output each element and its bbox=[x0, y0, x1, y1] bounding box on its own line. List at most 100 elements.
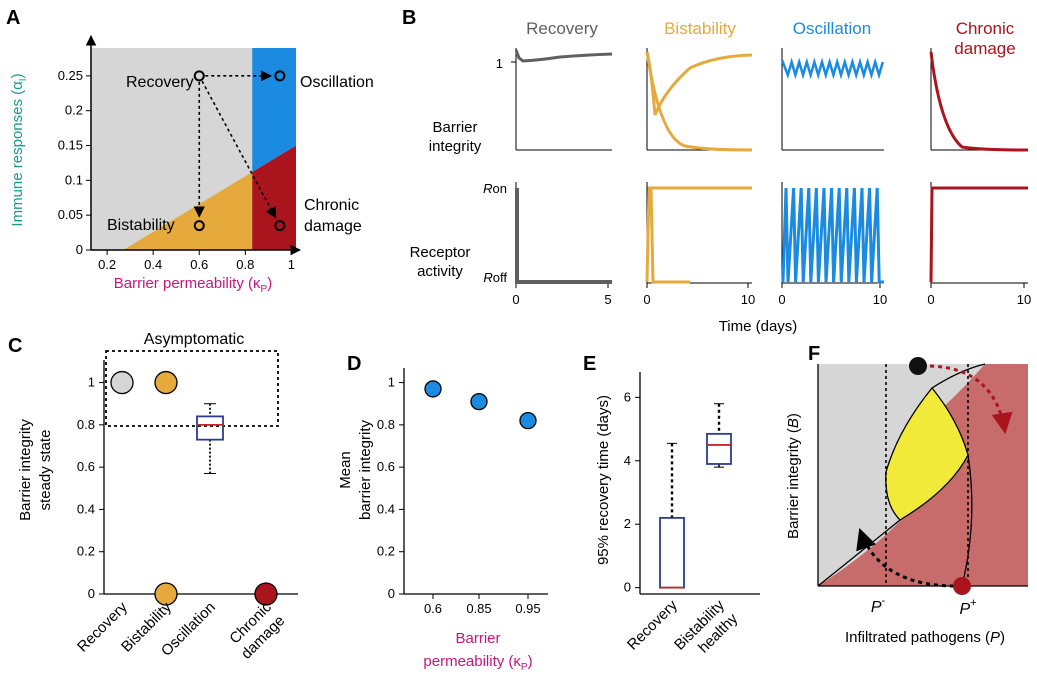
arrow-to-chronic bbox=[201, 80, 277, 219]
d-points bbox=[424, 380, 537, 430]
transition-arrows bbox=[193, 70, 277, 219]
b-ytick-ron-sub: on bbox=[493, 181, 507, 196]
f-x-label-end: ) bbox=[1000, 629, 1005, 646]
b-ytick-roff: Roff bbox=[483, 270, 507, 285]
p-minus-sup: - bbox=[882, 595, 886, 607]
c-y-label-line1: Barrier integrity bbox=[17, 419, 34, 521]
f-trajectory-red bbox=[929, 364, 1013, 435]
d-xtick-label: 0.95 bbox=[515, 601, 540, 616]
c-ytick-label: 0.6 bbox=[77, 459, 95, 474]
panel-letter-c: C bbox=[8, 335, 22, 357]
d-x-label-main: permeability (κ bbox=[423, 653, 521, 670]
d-y-label-line2: barrier integrity bbox=[357, 419, 374, 520]
d-ytick-label: 0.8 bbox=[377, 417, 395, 432]
c-point bbox=[154, 582, 178, 606]
b-xtick-label: 0 bbox=[778, 292, 785, 307]
e-box bbox=[659, 516, 685, 589]
d-x-label-line1: Barrier bbox=[455, 630, 500, 647]
p-minus-label: P- bbox=[871, 595, 886, 616]
f-y-label-main: Barrier integrity ( bbox=[785, 428, 802, 539]
curve-bistability-integrity-down bbox=[645, 51, 753, 152]
a-point-recovery bbox=[193, 70, 205, 82]
f-lower-nullcline bbox=[817, 519, 901, 587]
subplot-ticks: 0 5 0 10 0 10 0 10 bbox=[511, 61, 1031, 307]
label-damage: damage bbox=[304, 218, 362, 235]
a-ytick-label: 0.05 bbox=[58, 207, 83, 222]
a-ytick-label: 0.15 bbox=[58, 138, 83, 153]
row-label-activity: activity bbox=[417, 263, 463, 280]
f-x-label: Infiltrated pathogens (P) bbox=[845, 629, 1005, 646]
a-xtick-label: 1 bbox=[288, 257, 295, 272]
curve-bistability-receptor-on bbox=[645, 186, 752, 283]
d-x-label-sub: P bbox=[521, 662, 528, 673]
b-xtick-label: 0 bbox=[927, 292, 934, 307]
panel-letter-d: D bbox=[347, 353, 361, 375]
f-yellow-region bbox=[885, 386, 969, 521]
b-ytick-ron-r: R bbox=[483, 181, 492, 196]
a-ytick-label: 0.2 bbox=[65, 103, 83, 118]
label-recovery: Recovery bbox=[126, 74, 194, 91]
a-point-oscillation bbox=[274, 70, 286, 82]
a-xtick-label: 0.6 bbox=[190, 257, 208, 272]
y-axis-label-end: ) bbox=[9, 73, 26, 78]
x-axis-label-sub: P bbox=[261, 284, 268, 295]
panel-letter-f: F bbox=[808, 343, 820, 365]
b-xtick-label: 5 bbox=[604, 292, 611, 307]
panel-a: A 0 0.05 0.1 0.15 0.2 0.25 0.2 0.4 0.6 0.8 1 Reco… bbox=[6, 7, 374, 295]
a-xtick-label: 0.8 bbox=[236, 257, 254, 272]
e-ytick-label: 6 bbox=[624, 389, 631, 404]
d-ytick-label: 0.2 bbox=[377, 544, 395, 559]
b-x-axis-label: Time (days) bbox=[719, 318, 798, 335]
a-ytick-label: 0.1 bbox=[65, 172, 83, 187]
f-point-top bbox=[909, 357, 927, 375]
panel-letter-a: A bbox=[6, 7, 20, 29]
f-y-label-end: ) bbox=[785, 413, 802, 418]
curve-oscillation-integrity bbox=[780, 57, 884, 80]
c-y-ticks: 0 0.2 0.4 0.6 0.8 1 bbox=[77, 375, 104, 601]
f-trajectory-black bbox=[856, 528, 963, 588]
d-ytick-label: 0.6 bbox=[377, 459, 395, 474]
panel-c: C 0 0.2 0.4 0.6 0.8 1 Asymptomatic Barrier in… bbox=[8, 331, 298, 663]
label-oscillation: Oscillation bbox=[300, 74, 374, 91]
y-axis-label-main: Immune responses (α bbox=[9, 81, 26, 227]
p-plus-var: P bbox=[959, 601, 970, 618]
row-label-integrity: integrity bbox=[429, 138, 482, 155]
p-plus-label: P+ bbox=[959, 597, 976, 618]
d-y-label-line1: Mean bbox=[337, 451, 354, 489]
c-ytick-label: 0 bbox=[88, 586, 95, 601]
c-category-label: Chronicdamage bbox=[224, 598, 288, 662]
c-box bbox=[196, 415, 224, 441]
b-xtick-label: 10 bbox=[873, 292, 887, 307]
y-axis-label-sub: I bbox=[18, 78, 29, 81]
d-x-label-end: ) bbox=[528, 653, 533, 670]
panel-letter-b: B bbox=[402, 7, 416, 29]
d-ytick-label: 0.4 bbox=[377, 501, 395, 516]
d-x-ticks: 0.6 0.85 0.95 bbox=[424, 594, 541, 616]
row-label-receptor: Receptor bbox=[410, 244, 471, 261]
curve-chronic-receptor bbox=[929, 186, 1028, 283]
f-upper-nullcline bbox=[931, 363, 986, 389]
title-oscillation: Oscillation bbox=[793, 19, 871, 38]
d-point bbox=[424, 380, 442, 398]
panel-letter-e: E bbox=[583, 353, 596, 375]
curve-recovery-integrity bbox=[514, 49, 613, 63]
title-chronic: Chronic bbox=[956, 19, 1015, 38]
e-category-label: Recovery bbox=[624, 596, 681, 653]
label-bistability: Bistability bbox=[107, 217, 175, 234]
c-point bbox=[110, 370, 134, 395]
state-points bbox=[193, 70, 286, 232]
title-bistability: Bistability bbox=[664, 19, 736, 38]
panel-e: E 0 2 4 6 95% recovery time (days) Recovery… bbox=[583, 353, 760, 667]
a-point-chronic bbox=[274, 220, 286, 232]
e-category-label: Bistabilityhealthy bbox=[671, 596, 742, 667]
b-xtick-label: 0 bbox=[643, 292, 650, 307]
d-y-ticks: 0 0.2 0.4 0.6 0.8 1 bbox=[377, 375, 404, 601]
b-ytick-1: 1 bbox=[496, 56, 503, 71]
y-axis-label: Immune responses (αI) bbox=[9, 73, 29, 226]
d-x-label-line2: permeability (κP) bbox=[423, 653, 532, 673]
b-ytick-roff-sub: off bbox=[493, 270, 508, 285]
phase-regions bbox=[91, 48, 296, 250]
